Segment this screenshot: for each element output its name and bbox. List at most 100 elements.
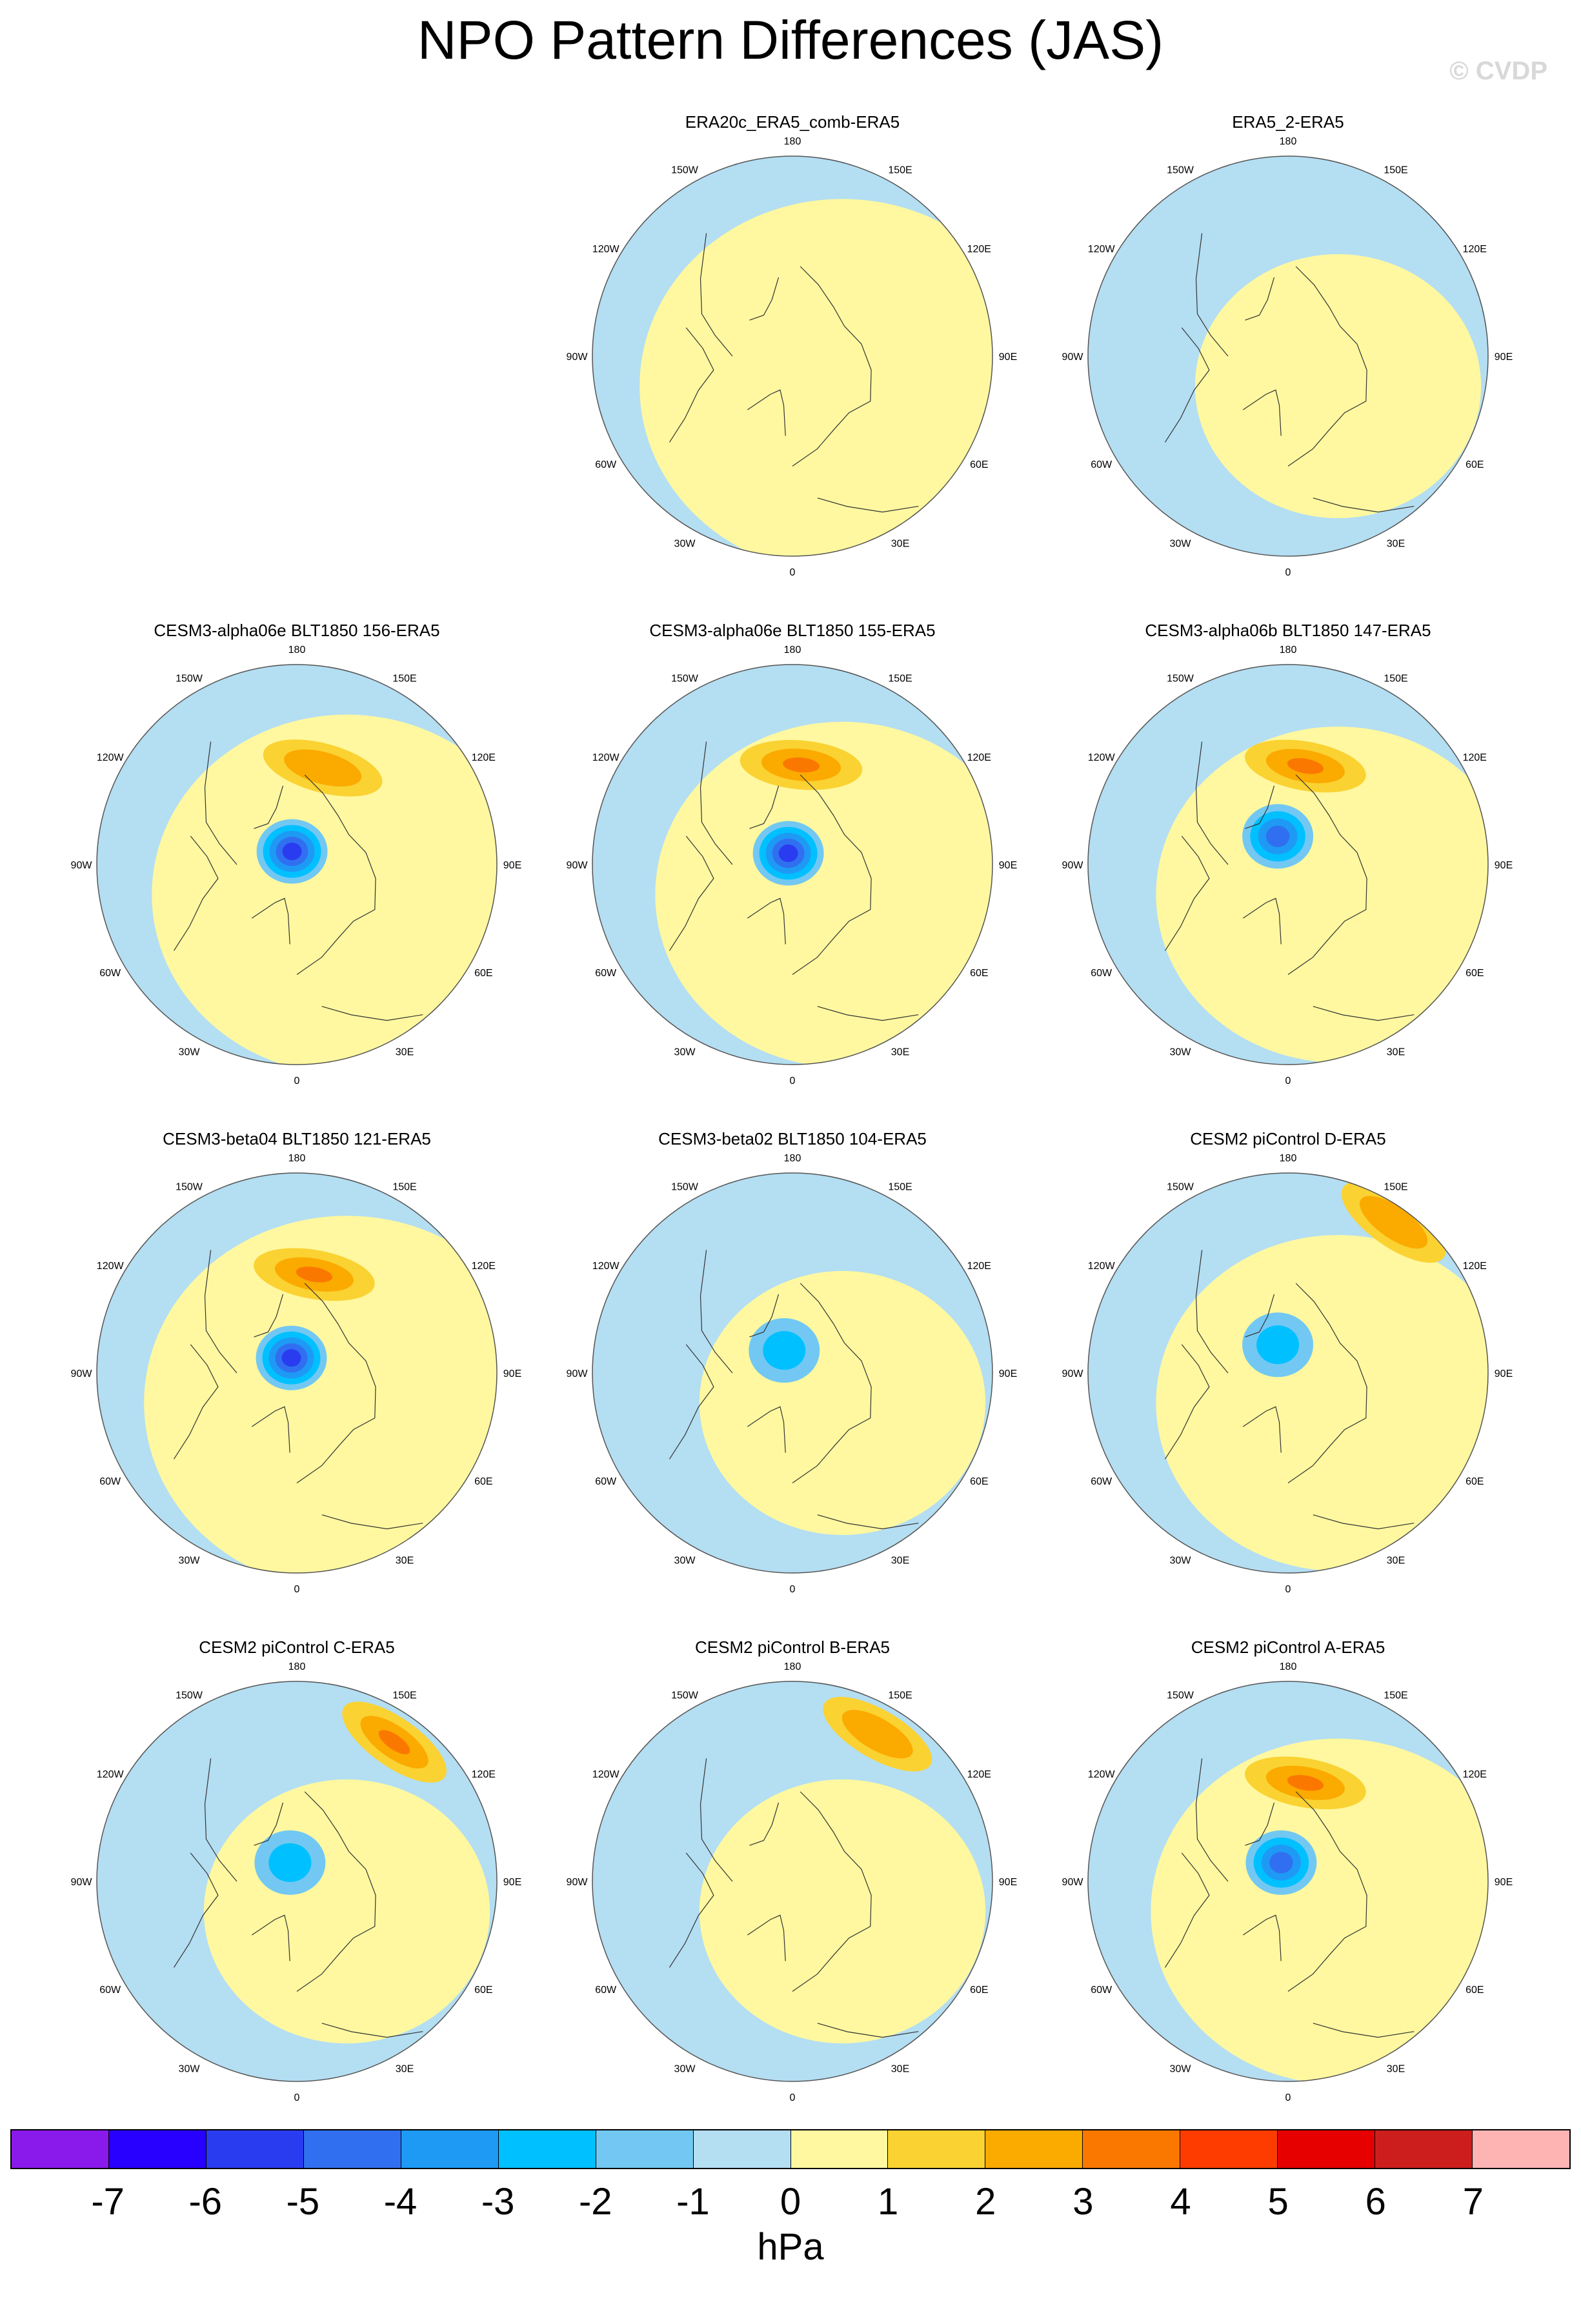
longitude-label: 180 <box>1280 136 1297 147</box>
colorbar-tick-label: 4 <box>1170 2181 1191 2223</box>
high-anomaly-contour <box>296 1267 333 1283</box>
longitude-label: 180 <box>784 645 801 656</box>
longitude-label: 60W <box>1091 1476 1113 1487</box>
high-anomaly-contour <box>378 1730 410 1754</box>
coastline <box>173 1344 219 1459</box>
coastline <box>173 836 219 951</box>
longitude-label: 120W <box>1088 1261 1116 1272</box>
anomaly-fill-positive <box>203 1779 490 2044</box>
panel-title: ERA20c_ERA5_comb-ERA5 <box>685 112 900 132</box>
colorbar-tick-label: 7 <box>1462 2181 1484 2223</box>
longitude-label: 60W <box>1091 1985 1113 1996</box>
longitude-label: 90W <box>71 860 93 871</box>
coastline <box>749 785 780 829</box>
coastline <box>792 1283 872 1483</box>
coastline <box>700 233 733 357</box>
map-panel: CESM3-alpha06e BLT1850 156-ERA5 180 150E 12… <box>71 619 523 1110</box>
map-border <box>592 664 993 1065</box>
colorbar-swatch <box>303 2130 401 2168</box>
coastline <box>1287 1283 1367 1483</box>
longitude-label: 150E <box>888 674 912 685</box>
longitude-label: 60W <box>99 1476 121 1487</box>
map-border <box>1087 664 1489 1065</box>
longitude-label: 60E <box>970 459 988 470</box>
longitude-label: 90W <box>567 860 589 871</box>
coastline <box>1313 1006 1415 1021</box>
map-border <box>1087 1172 1489 1574</box>
low-anomaly-contour <box>1265 825 1290 847</box>
coastline <box>321 1514 423 1530</box>
longitude-label: 150E <box>1384 165 1407 176</box>
coastline <box>1245 785 1275 829</box>
anomaly-fill-positive <box>1156 726 1488 1063</box>
longitude-label: 60E <box>474 968 492 979</box>
longitude-label: 150E <box>1384 674 1407 685</box>
polar-map: 180 150E 120E 90E 60E 30E 0 30W 60W 90W 120W 150W <box>71 1661 522 2103</box>
longitude-label: 180 <box>1280 1661 1297 1672</box>
colorbar-tick-label: -3 <box>481 2181 515 2223</box>
map-panel: CESM3-alpha06e BLT1850 155-ERA5 180 150E 12… <box>567 619 1018 1110</box>
colorbar-swatch <box>790 2130 889 2168</box>
longitude-label: 30E <box>396 1555 414 1566</box>
longitude-label: 120E <box>1463 1261 1487 1272</box>
colorbar-swatch <box>1473 2130 1569 2168</box>
panel-title: ERA5_2-ERA5 <box>1232 112 1344 132</box>
copyright-watermark: © CVDP <box>1449 57 1547 85</box>
map-panel: CESM2 piControl D-ERA5 180 150E 120E 90E 60E 3… <box>1062 1128 1514 1618</box>
panel-title: CESM3-beta02 BLT1850 104-ERA5 <box>658 1129 927 1148</box>
panel-title: CESM3-alpha06e BLT1850 155-ERA5 <box>649 621 936 640</box>
longitude-label: 0 <box>790 567 796 578</box>
longitude-label: 60W <box>99 968 121 979</box>
coastline <box>1245 1802 1275 1846</box>
map-border <box>592 1681 993 2082</box>
longitude-label: 150W <box>1167 165 1194 176</box>
longitude-label: 60W <box>1091 459 1113 470</box>
map-panel: ERA5_2-ERA5 180 150E 120E 90E 60E 30E 0 30W 60W 90… <box>1062 111 1514 601</box>
longitude-label: 150W <box>671 1690 699 1701</box>
longitude-label: 60E <box>1465 459 1484 470</box>
longitude-label: 120W <box>592 244 620 255</box>
polar-map: 180 150E 120E 90E 60E 30E 0 30W 60W 90W 120W 150W <box>1062 1153 1513 1595</box>
longitude-label: 30E <box>396 2063 414 2074</box>
coastline <box>254 1294 284 1337</box>
longitude-label: 60E <box>1465 968 1484 979</box>
map-panel: CESM2 piControl B-ERA5 180 150E 120E 90E 60E 3… <box>567 1636 1018 2127</box>
longitude-label: 120E <box>967 752 991 763</box>
colorbar-tick-label: -1 <box>676 2181 710 2223</box>
coastline <box>1164 1344 1210 1459</box>
longitude-label: 30E <box>396 1047 414 1057</box>
panel-title: CESM2 piControl D-ERA5 <box>1190 1129 1386 1148</box>
coastline <box>1242 389 1282 436</box>
longitude-label: 60E <box>474 1985 492 1996</box>
longitude-label: 150E <box>888 1182 912 1193</box>
colorbar-swatch <box>401 2130 499 2168</box>
coastline <box>173 1852 219 1968</box>
longitude-label: 150W <box>671 165 699 176</box>
longitude-label: 30E <box>1387 1047 1405 1057</box>
high-anomaly-contour <box>1287 1775 1324 1791</box>
longitude-label: 120E <box>1463 752 1487 763</box>
longitude-label: 0 <box>790 1584 796 1595</box>
longitude-label: 90W <box>567 1877 589 1888</box>
longitude-label: 150E <box>392 674 416 685</box>
longitude-label: 0 <box>1285 567 1291 578</box>
high-anomaly-contour <box>1287 758 1324 774</box>
longitude-label: 90E <box>999 1877 1017 1888</box>
longitude-label: 60E <box>970 1476 988 1487</box>
map-border <box>592 155 993 557</box>
longitude-label: 120W <box>1088 752 1116 763</box>
polar-map: 180 150E 120E 90E 60E 30E 0 30W 60W 90W 120W 150W <box>71 645 522 1087</box>
map-border <box>96 1172 498 1574</box>
coastline <box>296 1283 376 1483</box>
longitude-label: 90W <box>1062 860 1084 871</box>
coastline <box>817 1514 919 1530</box>
longitude-label: 60E <box>970 1985 988 1996</box>
coastline <box>296 774 376 975</box>
map-panel: CESM3-alpha06b BLT1850 147-ERA5 180 150E 12… <box>1062 619 1514 1110</box>
longitude-label: 150W <box>671 1182 699 1193</box>
longitude-label: 180 <box>288 645 306 656</box>
longitude-label: 30E <box>1387 2063 1405 2074</box>
longitude-label: 90E <box>503 1877 521 1888</box>
coastline <box>296 1791 376 1992</box>
longitude-label: 30W <box>1170 1555 1192 1566</box>
